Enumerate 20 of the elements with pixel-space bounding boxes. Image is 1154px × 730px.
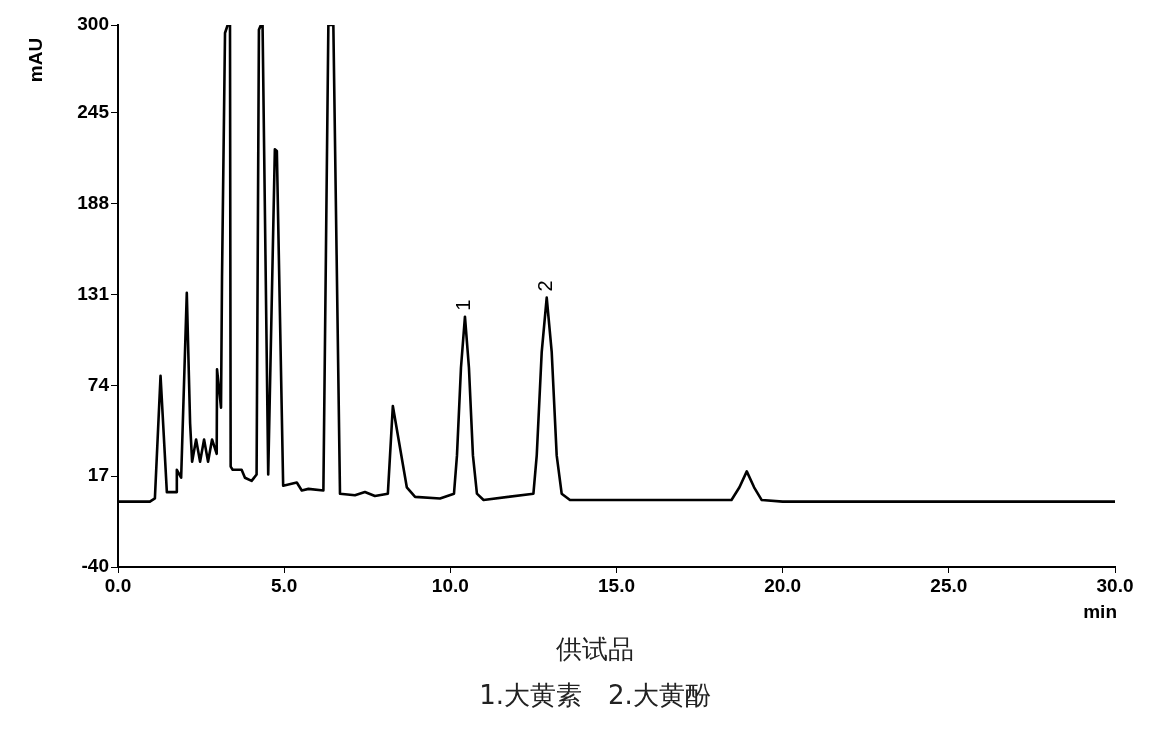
y-tick-label: 245 <box>77 100 110 122</box>
y-tick-label: 131 <box>77 282 110 304</box>
text: 1.大黄素 2.大黄酚 <box>478 679 712 712</box>
x-tick-label: 0.0 <box>104 574 132 596</box>
annotation: 2 <box>534 280 557 292</box>
y-tick-label: 74 <box>87 373 110 395</box>
x-tick-label: 25.0 <box>930 574 968 596</box>
y-tick-label: 17 <box>87 464 109 486</box>
y-tick-label: -40 <box>81 555 109 577</box>
text: 供试品 <box>555 633 635 666</box>
x-tick-label: 20.0 <box>764 574 802 596</box>
x-tick-label: 15.0 <box>598 574 635 596</box>
y-tick-label: 188 <box>77 191 109 213</box>
x-axis-title: min <box>1083 601 1117 622</box>
x-tick-label: 30.0 <box>1096 574 1134 596</box>
x-tick-label: 10.0 <box>431 574 469 596</box>
y-axis-title: mAU <box>25 37 47 83</box>
annotation: 1 <box>452 299 475 311</box>
y-tick-label: 300 <box>77 13 109 35</box>
x-tick-label: 5.0 <box>270 574 298 596</box>
